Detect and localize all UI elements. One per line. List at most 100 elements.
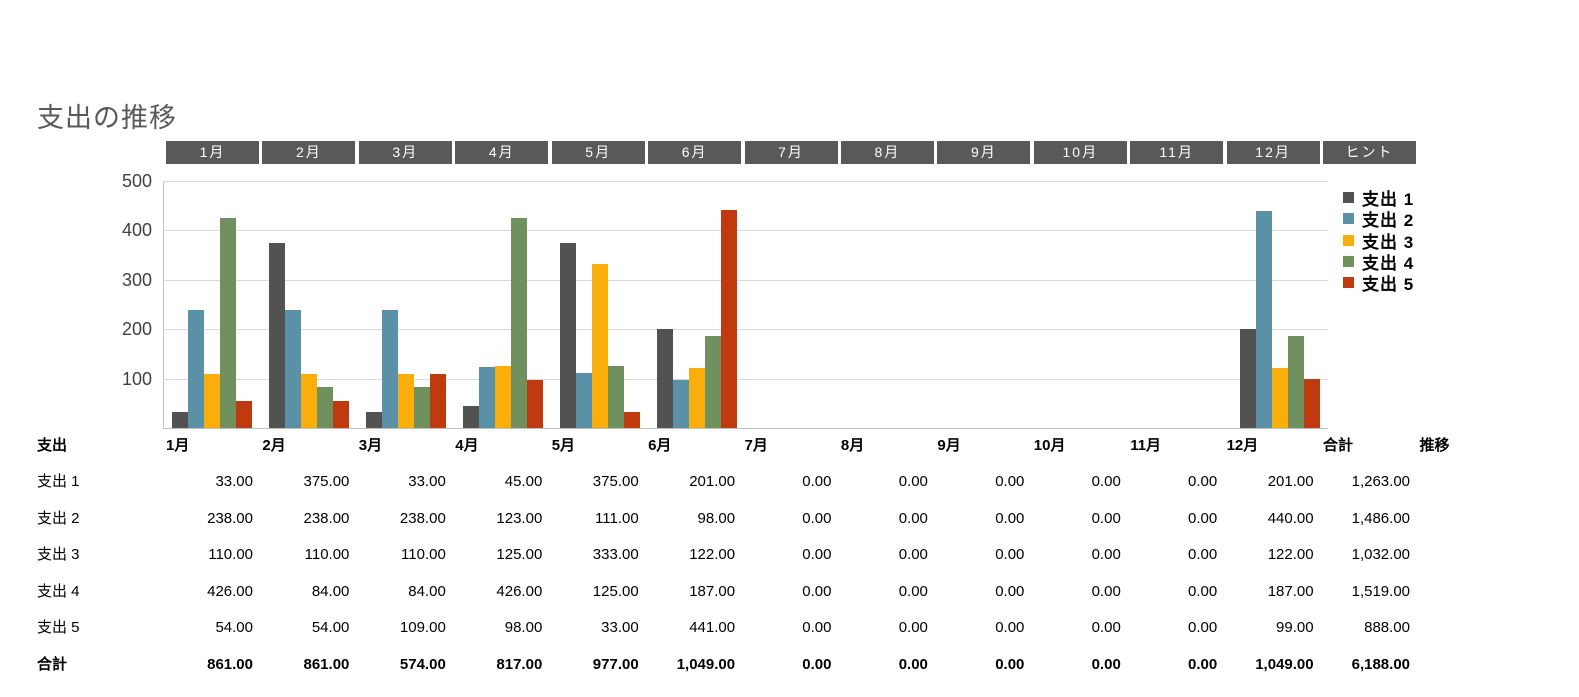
month-header-9[interactable]: 9月 [937,437,961,454]
value-s5-m10[interactable]: 0.00 [1091,619,1121,637]
month-tab-11[interactable]: 11月 [1130,141,1224,164]
row-total-s5[interactable]: 888.00 [1364,619,1410,637]
row-total-s3[interactable]: 1,032.00 [1351,546,1410,564]
value-s2-m9[interactable]: 0.00 [995,509,1025,527]
value-s3-m10[interactable]: 0.00 [1091,546,1121,564]
value-s3-m8[interactable]: 0.00 [898,546,928,564]
trend-column-header[interactable]: 推移 [1419,437,1450,454]
month-header-8[interactable]: 8月 [840,437,865,454]
row-label-s2[interactable]: 支出 2 [37,509,80,527]
value-s2-m1[interactable]: 238.00 [207,509,253,527]
value-s3-m5[interactable]: 333.00 [592,546,639,564]
month-tab-7[interactable]: 7月 [744,141,838,164]
column-total-m11[interactable]: 0.00 [1187,656,1218,673]
value-s4-m8[interactable]: 0.00 [898,582,928,600]
column-total-m1[interactable]: 861.00 [207,656,253,673]
value-s1-m12[interactable]: 201.00 [1267,473,1314,490]
value-s2-m3[interactable]: 238.00 [399,509,446,527]
value-s1-m7[interactable]: 0.00 [802,473,832,490]
month-tab-12[interactable]: 12月 [1226,141,1320,164]
month-header-3[interactable]: 3月 [358,437,383,454]
month-tab-1[interactable]: 1月 [166,141,259,164]
value-s5-m5[interactable]: 33.00 [601,619,639,637]
month-tab-8[interactable]: 8月 [840,141,934,164]
month-header-4[interactable]: 4月 [455,437,479,454]
month-header-5[interactable]: 5月 [551,437,576,454]
value-s2-m10[interactable]: 0.00 [1091,509,1121,527]
value-s4-m2[interactable]: 84.00 [311,582,350,600]
value-s5-m4[interactable]: 98.00 [504,619,543,637]
month-header-11[interactable]: 11月 [1130,437,1162,454]
value-s3-m2[interactable]: 110.00 [304,546,350,564]
value-s1-m5[interactable]: 375.00 [592,473,639,490]
value-s5-m6[interactable]: 441.00 [689,619,736,637]
value-s3-m4[interactable]: 125.00 [496,546,543,564]
month-header-6[interactable]: 6月 [648,437,672,454]
month-tab-9[interactable]: 9月 [937,141,1031,164]
row-total-s2[interactable]: 1,486.00 [1351,509,1410,527]
month-header-2[interactable]: 2月 [262,437,286,454]
value-s1-m10[interactable]: 0.00 [1091,473,1121,490]
month-tab-10[interactable]: 10月 [1033,141,1127,164]
value-s5-m9[interactable]: 0.00 [995,619,1025,637]
value-s2-m4[interactable]: 123.00 [496,509,543,527]
value-s1-m1[interactable]: 33.00 [215,473,253,490]
total-row-label[interactable]: 合計 [37,656,68,673]
value-s4-m3[interactable]: 84.00 [408,582,446,600]
row-label-s1[interactable]: 支出 1 [37,473,80,490]
month-tab-6[interactable]: 6月 [648,141,742,164]
value-s3-m3[interactable]: 110.00 [401,546,446,564]
total-column-header[interactable]: 合計 [1323,437,1354,454]
row-label-s4[interactable]: 支出 4 [37,582,80,600]
row-label-s5[interactable]: 支出 5 [37,619,80,637]
expense-bar-chart[interactable]: 100 200 300 400 500 支出 1 支出 2 支出 3 支出 4 支出 5 [100,170,1440,432]
value-s1-m6[interactable]: 201.00 [689,473,736,490]
value-s2-m5[interactable]: 111.00 [595,509,639,527]
value-s3-m12[interactable]: 122.00 [1267,546,1314,564]
value-s1-m9[interactable]: 0.00 [995,473,1025,490]
column-total-m5[interactable]: 977.00 [592,656,639,673]
column-total-m7[interactable]: 0.00 [802,656,832,673]
value-s3-m11[interactable]: 0.00 [1187,546,1218,564]
value-s2-m6[interactable]: 98.00 [697,509,736,527]
value-s5-m2[interactable]: 54.00 [311,619,350,637]
value-s4-m12[interactable]: 187.00 [1267,582,1314,600]
value-s2-m7[interactable]: 0.00 [802,509,832,527]
column-total-m2[interactable]: 861.00 [303,656,350,673]
value-s5-m11[interactable]: 0.00 [1187,619,1218,637]
value-s1-m2[interactable]: 375.00 [303,473,350,490]
value-s4-m9[interactable]: 0.00 [995,582,1025,600]
column-total-m4[interactable]: 817.00 [496,656,543,673]
row-label-s3[interactable]: 支出 3 [37,546,80,564]
value-s5-m3[interactable]: 109.00 [399,619,446,637]
month-tab-2[interactable]: 2月 [262,141,356,164]
column-total-m10[interactable]: 0.00 [1091,656,1121,673]
grand-total[interactable]: 6,188.00 [1351,656,1410,673]
value-s2-m11[interactable]: 0.00 [1187,509,1218,527]
value-s5-m7[interactable]: 0.00 [802,619,832,637]
value-s5-m1[interactable]: 54.00 [215,619,253,637]
value-s4-m5[interactable]: 125.00 [592,582,639,600]
month-tab-5[interactable]: 5月 [551,141,645,164]
row-total-s4[interactable]: 1,519.00 [1351,582,1410,600]
hint-tab[interactable]: ヒント [1323,141,1416,164]
value-s2-m2[interactable]: 238.00 [303,509,350,527]
value-s3-m9[interactable]: 0.00 [995,546,1025,564]
value-s2-m8[interactable]: 0.00 [898,509,928,527]
table-corner-header[interactable]: 支出 [37,437,68,454]
value-s4-m11[interactable]: 0.00 [1187,582,1218,600]
value-s3-m7[interactable]: 0.00 [802,546,832,564]
column-total-m12[interactable]: 1,049.00 [1255,656,1314,673]
month-header-1[interactable]: 1月 [166,437,190,454]
column-total-m8[interactable]: 0.00 [898,656,928,673]
value-s1-m8[interactable]: 0.00 [898,473,928,490]
column-total-m6[interactable]: 1,049.00 [676,656,736,673]
value-s4-m6[interactable]: 187.00 [689,582,736,600]
value-s4-m4[interactable]: 426.00 [496,582,543,600]
month-header-7[interactable]: 7月 [744,437,768,454]
month-tab-3[interactable]: 3月 [358,141,452,164]
value-s4-m7[interactable]: 0.00 [802,582,832,600]
month-header-12[interactable]: 12月 [1226,437,1259,454]
value-s5-m8[interactable]: 0.00 [898,619,928,637]
month-tab-4[interactable]: 4月 [455,141,549,164]
